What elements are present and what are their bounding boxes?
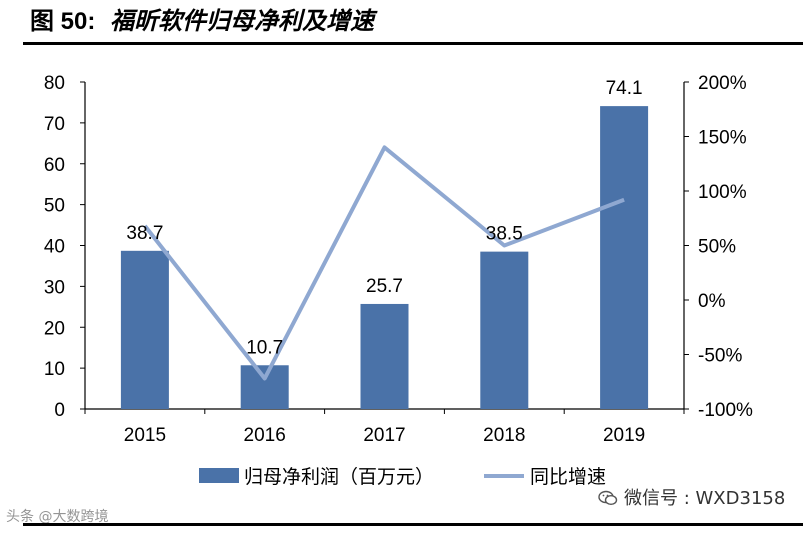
left-tick-label: 10 [44, 359, 65, 380]
left-tick-label: 20 [44, 318, 65, 339]
x-tick-label: 2018 [483, 425, 525, 446]
bar [600, 106, 649, 410]
bar [360, 303, 409, 409]
bar-data-label: 38.5 [486, 224, 523, 245]
left-tick-label: 70 [44, 114, 65, 135]
x-tick-label: 2016 [244, 425, 286, 446]
bar-data-label: 10.7 [246, 337, 283, 358]
right-tick-label: 200% [698, 73, 747, 94]
figure-caption: 福昕软件归母净利及增速 [110, 6, 375, 35]
watermark-left: 头条 @大数跨境 [6, 509, 109, 525]
left-tick-label: 80 [44, 73, 65, 94]
right-tick-label: -50% [698, 346, 742, 367]
left-tick-label: 50 [44, 196, 65, 217]
figure-label: 图 [30, 7, 54, 35]
x-tick-label: 2019 [603, 425, 645, 446]
right-tick-label: 50% [698, 237, 736, 258]
title-rule [23, 42, 803, 45]
legend-label-bar: 归母净利润（百万元） [244, 466, 434, 488]
x-tick-label: 2017 [363, 425, 405, 446]
growth-line [143, 145, 625, 381]
chart-title: 图 50: 福昕软件归母净利及增速 [30, 2, 374, 40]
right-tick-label: 100% [698, 182, 747, 203]
left-tick-label: 30 [44, 277, 65, 298]
wechat-icon [598, 490, 618, 506]
figure-number: 50: [60, 8, 96, 35]
bar [240, 365, 289, 409]
right-tick-label: 150% [698, 128, 747, 149]
watermark-right-text: 微信号 : WXD3158 [624, 488, 786, 509]
left-tick-label: 0 [54, 400, 65, 421]
left-tick-label: 40 [44, 237, 65, 258]
bar [120, 250, 169, 409]
right-tick-label: 0% [698, 291, 726, 312]
legend-swatch-bar [199, 468, 239, 483]
watermark-right: 微信号 : WXD3158 [598, 484, 785, 510]
bar-data-label: 25.7 [366, 276, 403, 297]
bar-data-label: 38.7 [126, 223, 163, 244]
bar [480, 251, 529, 409]
left-tick-label: 60 [44, 155, 65, 176]
right-tick-label: -100% [698, 400, 753, 421]
footer-rule [23, 523, 803, 526]
bar-data-label: 74.1 [606, 78, 643, 99]
legend-label-line: 同比增速 [530, 466, 606, 488]
x-tick-label: 2015 [124, 425, 166, 446]
